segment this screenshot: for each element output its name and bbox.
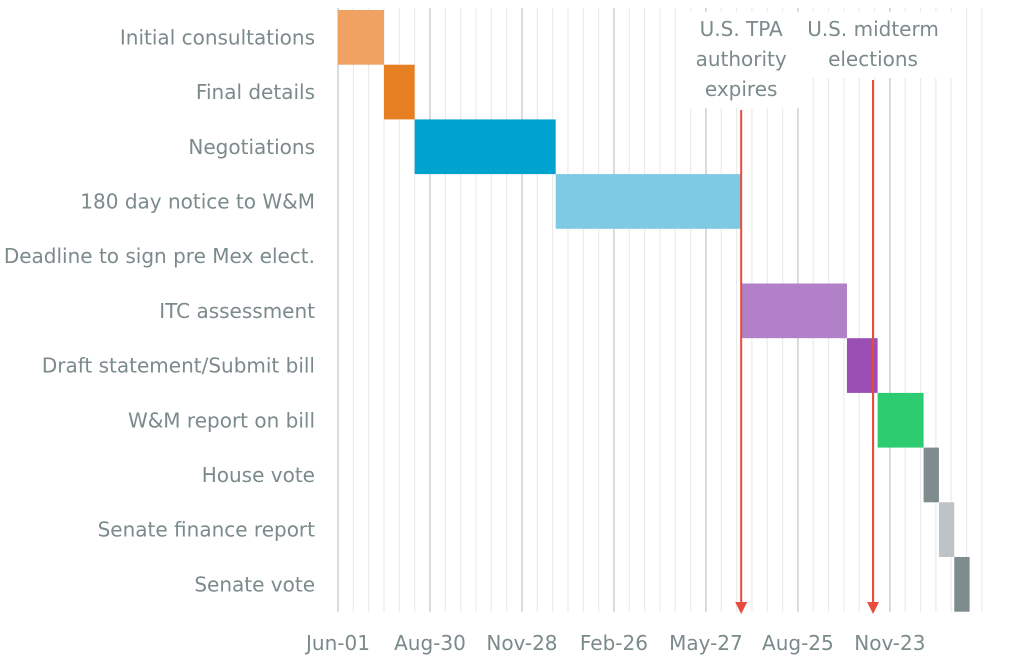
annotation-text: U.S. midterm xyxy=(807,17,939,41)
annotation-text: U.S. TPA xyxy=(700,17,783,41)
task-label: Negotiations xyxy=(188,135,315,159)
annotation-text: elections xyxy=(828,47,918,71)
task-label: Draft statement/Submit bill xyxy=(42,354,315,378)
task-label: Initial consultations xyxy=(120,25,315,49)
task-label: Deadline to sign pre Mex elect. xyxy=(4,244,315,268)
marker-arrowhead xyxy=(867,602,880,614)
task-bar xyxy=(338,10,384,65)
x-axis-ticks: Jun-01 Aug-30 Nov-28 Feb-26 May-27 Aug-25 Nov-… xyxy=(304,631,925,655)
task-bar xyxy=(877,392,924,448)
task-label: 180 day notice to W&M xyxy=(80,189,315,213)
task-bar xyxy=(923,447,939,503)
task-label: Senate finance report xyxy=(98,518,316,542)
annotation-text: authority xyxy=(696,47,787,71)
task-bar xyxy=(741,283,847,339)
event-markers: U.S. TPA authority expires U.S. midterm elec… xyxy=(679,12,953,614)
x-tick-label: Jun-01 xyxy=(304,631,370,655)
task-bar xyxy=(954,557,970,612)
x-tick-label: Aug-30 xyxy=(394,631,466,655)
task-label: Senate vote xyxy=(194,572,315,596)
x-tick-label: Nov-23 xyxy=(854,631,925,655)
annotation-background xyxy=(794,12,953,78)
task-label: Final details xyxy=(196,80,315,104)
x-tick-label: Feb-26 xyxy=(580,631,648,655)
task-bar xyxy=(414,119,556,175)
task-labels: Initial consultations Final details Negoti… xyxy=(4,25,315,596)
marker-arrowhead xyxy=(735,602,748,614)
x-tick-label: Aug-25 xyxy=(762,631,834,655)
task-label: House vote xyxy=(202,463,315,487)
x-tick-label: Nov-28 xyxy=(486,631,557,655)
task-label: ITC assessment xyxy=(159,299,315,323)
annotation-background xyxy=(679,12,803,108)
task-bar xyxy=(938,502,955,557)
task-bar xyxy=(555,174,742,229)
x-tick-label: May-27 xyxy=(669,631,743,655)
grid-lines xyxy=(337,8,983,612)
annotation-text: expires xyxy=(705,77,778,101)
task-label: W&M report on bill xyxy=(128,408,315,432)
task-bar xyxy=(383,64,415,120)
